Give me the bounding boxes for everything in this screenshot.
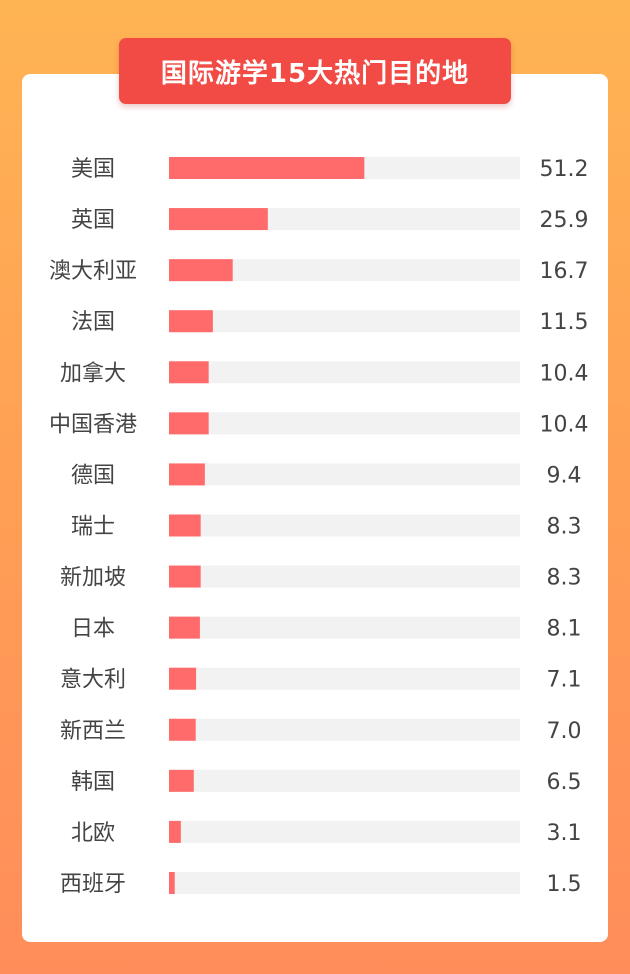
value-label: 10.4 [540, 412, 589, 437]
category-label: 北欧 [71, 821, 115, 846]
category-label: 法国 [71, 310, 115, 335]
value-label: 11.5 [540, 310, 589, 335]
bar [169, 208, 268, 231]
category-label: 澳大利亚 [49, 259, 137, 284]
bar [169, 463, 205, 486]
category-label: 意大利 [60, 668, 126, 693]
value-label: 6.5 [547, 770, 582, 795]
value-label: 8.3 [547, 566, 582, 591]
category-label: 西班牙 [60, 872, 126, 897]
value-label: 1.5 [547, 872, 582, 897]
bar [169, 871, 175, 894]
category-label: 日本 [71, 617, 115, 642]
bar-track [169, 514, 520, 537]
bar-track [169, 361, 520, 384]
bar [169, 616, 200, 639]
value-label: 25.9 [540, 208, 589, 233]
bar-track [169, 667, 520, 690]
chart-title: 国际游学15大热门目的地 [119, 38, 511, 104]
bar-track [169, 820, 520, 843]
bar [169, 361, 209, 384]
category-label: 英国 [71, 208, 115, 233]
value-label: 51.2 [540, 157, 589, 182]
bar [169, 565, 201, 588]
bar-track [169, 412, 520, 435]
value-label: 16.7 [540, 259, 589, 284]
bar-track [169, 616, 520, 639]
bar [169, 259, 233, 282]
value-label: 7.0 [547, 719, 582, 744]
category-label: 新西兰 [60, 719, 126, 744]
bar [169, 310, 213, 333]
category-label: 美国 [71, 157, 115, 182]
category-label: 韩国 [71, 770, 115, 795]
category-label: 中国香港 [49, 412, 137, 437]
category-label: 加拿大 [60, 360, 126, 386]
bar [169, 412, 209, 435]
category-label: 新加坡 [60, 566, 126, 591]
bar-track [169, 718, 520, 741]
bar-track [169, 769, 520, 792]
bar-track [169, 565, 520, 588]
value-label: 9.4 [547, 463, 582, 488]
value-label: 8.3 [547, 514, 582, 539]
value-label: 10.4 [540, 361, 589, 386]
value-label: 8.1 [547, 617, 582, 642]
bar [169, 157, 365, 179]
bar [169, 820, 181, 843]
bar-track [169, 310, 520, 333]
bar-track [169, 463, 520, 486]
bar [169, 718, 196, 741]
value-label: 7.1 [547, 668, 582, 693]
bar [169, 769, 194, 792]
bar-track [169, 259, 520, 282]
bar [169, 514, 201, 537]
bar [169, 667, 197, 690]
value-label: 3.1 [547, 821, 582, 846]
bar-track [169, 871, 520, 894]
category-label: 瑞士 [71, 514, 115, 539]
category-label: 德国 [71, 463, 115, 488]
